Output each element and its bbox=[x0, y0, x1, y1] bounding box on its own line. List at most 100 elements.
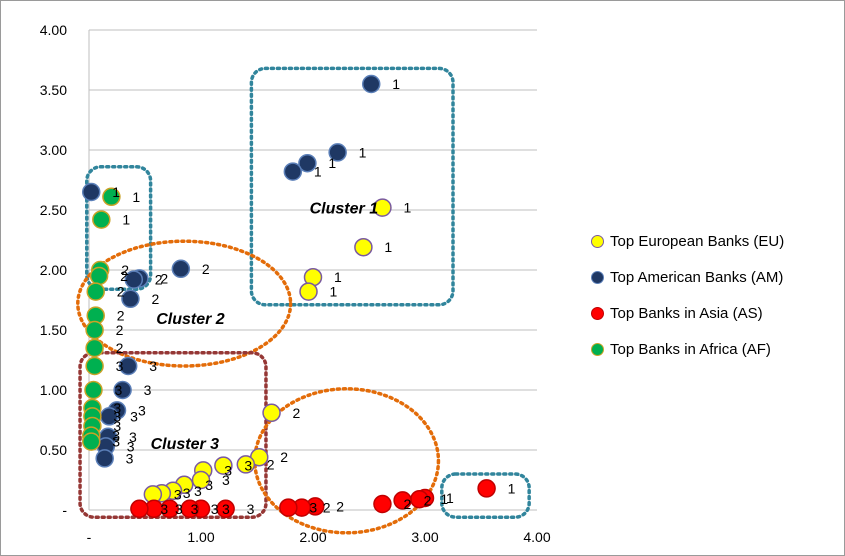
point-label-as: 2 bbox=[336, 498, 344, 514]
point-label-af: 3 bbox=[112, 434, 120, 450]
legend-marker bbox=[591, 342, 604, 356]
point-label-am: 1 bbox=[392, 76, 400, 92]
point-eu bbox=[236, 455, 256, 474]
x-tick-label: 1.00 bbox=[187, 529, 214, 545]
cluster-1-box bbox=[249, 66, 455, 307]
x-tick-label: - bbox=[87, 529, 92, 545]
legend-marker bbox=[591, 270, 604, 284]
point-am bbox=[95, 449, 114, 468]
legend-label: Top Banks in Asia (AS) bbox=[610, 304, 763, 322]
point-am bbox=[298, 153, 317, 173]
point-label-eu: 2 bbox=[280, 449, 288, 465]
point-am bbox=[171, 259, 191, 279]
point-eu bbox=[262, 403, 281, 423]
point-label-am: 2 bbox=[155, 272, 163, 288]
point-as bbox=[477, 479, 496, 498]
point-label-af: 3 bbox=[114, 382, 122, 398]
bottom-right-box bbox=[440, 472, 531, 519]
cluster-2-ellipse bbox=[76, 239, 293, 368]
point-label-as: 3 bbox=[191, 501, 199, 517]
y-tick-label: 3.50 bbox=[40, 82, 67, 98]
point-label-am: 3 bbox=[144, 382, 152, 398]
point-af bbox=[92, 210, 111, 229]
point-as bbox=[130, 499, 149, 519]
legend-marker bbox=[591, 306, 604, 320]
point-af bbox=[81, 432, 101, 451]
point-label-af: 2 bbox=[120, 268, 128, 284]
point-label-am: 2 bbox=[202, 261, 210, 277]
point-as bbox=[216, 499, 235, 519]
point-am bbox=[328, 143, 347, 162]
legend-label: Top European Banks (EU) bbox=[610, 232, 785, 250]
point-label-af: 2 bbox=[116, 340, 124, 356]
legend-item: Top European Banks (EU) bbox=[591, 223, 784, 259]
point-label-am: 2 bbox=[151, 291, 159, 307]
point-label-af: 3 bbox=[116, 358, 124, 374]
point-label-as: 1 bbox=[446, 490, 454, 506]
point-eu bbox=[191, 470, 211, 490]
cluster-label: Cluster 2 bbox=[156, 311, 225, 328]
point-label-am: 1 bbox=[314, 164, 322, 180]
point-eu bbox=[214, 456, 233, 475]
point-label-as: 3 bbox=[160, 501, 168, 517]
point-label-af: 3 bbox=[113, 418, 121, 434]
point-af bbox=[85, 356, 104, 376]
point-af bbox=[86, 282, 105, 301]
point-label-as: 3 bbox=[222, 501, 230, 517]
point-label-as: 3 bbox=[247, 501, 255, 517]
point-label-af: 1 bbox=[122, 212, 130, 228]
point-label-af: 2 bbox=[117, 308, 125, 324]
point-label-eu: 2 bbox=[293, 405, 301, 421]
point-as bbox=[180, 499, 200, 519]
point-label-as: 2 bbox=[403, 496, 411, 512]
point-label-eu: 3 bbox=[244, 458, 252, 474]
point-label-eu: 3 bbox=[194, 483, 202, 499]
point-label-am: 3 bbox=[149, 358, 157, 374]
point-label-af: 3 bbox=[113, 408, 121, 424]
point-am bbox=[113, 380, 132, 400]
point-af bbox=[102, 187, 121, 207]
point-af bbox=[84, 380, 103, 400]
point-label-as: 3 bbox=[211, 501, 219, 517]
point-label-af: 2 bbox=[121, 262, 129, 278]
point-label-am: 1 bbox=[328, 155, 336, 171]
point-am bbox=[81, 182, 101, 202]
point-label-am: 3 bbox=[129, 429, 137, 445]
point-label-as: 1 bbox=[508, 480, 516, 496]
data-points bbox=[81, 74, 496, 519]
cluster-enclosures bbox=[76, 66, 531, 535]
point-label-af: 3 bbox=[112, 428, 120, 444]
point-eu bbox=[354, 237, 373, 257]
y-tick-label: - bbox=[62, 502, 67, 518]
cluster-label: Cluster 3 bbox=[151, 436, 220, 453]
x-tick-label: 2.00 bbox=[299, 529, 326, 545]
point-label-af: 2 bbox=[117, 284, 125, 300]
point-label-af: 2 bbox=[116, 322, 124, 338]
top-left-box bbox=[85, 165, 153, 291]
point-label-eu: 1 bbox=[334, 269, 342, 285]
point-am bbox=[124, 270, 144, 289]
point-label-as: 2 bbox=[424, 492, 432, 508]
point-label-as: 3 bbox=[309, 500, 317, 516]
point-label-eu: 1 bbox=[384, 239, 392, 255]
point-label-as: 3 bbox=[175, 501, 183, 517]
x-tick-label: 3.00 bbox=[411, 529, 438, 545]
point-am bbox=[283, 162, 303, 181]
point-af bbox=[85, 338, 104, 358]
point-af bbox=[85, 320, 104, 340]
y-tick-label: 0.50 bbox=[40, 442, 67, 458]
x-tick-label: 4.00 bbox=[523, 529, 550, 545]
legend-item: Top American Banks (AM) bbox=[591, 259, 784, 295]
point-af bbox=[89, 266, 109, 286]
legend-item: Top Banks in Asia (AS) bbox=[591, 295, 784, 331]
legend-item: Top Banks in Africa (AF) bbox=[591, 331, 784, 367]
point-label-am: 2 bbox=[160, 270, 168, 286]
y-tick-label: 2.50 bbox=[40, 202, 67, 218]
y-tick-label: 2.00 bbox=[40, 262, 67, 278]
point-label-am: 3 bbox=[138, 402, 146, 418]
point-label-am: 3 bbox=[126, 450, 134, 466]
point-label-as: 1 bbox=[440, 491, 448, 507]
cluster-label: Cluster 1 bbox=[310, 201, 379, 218]
